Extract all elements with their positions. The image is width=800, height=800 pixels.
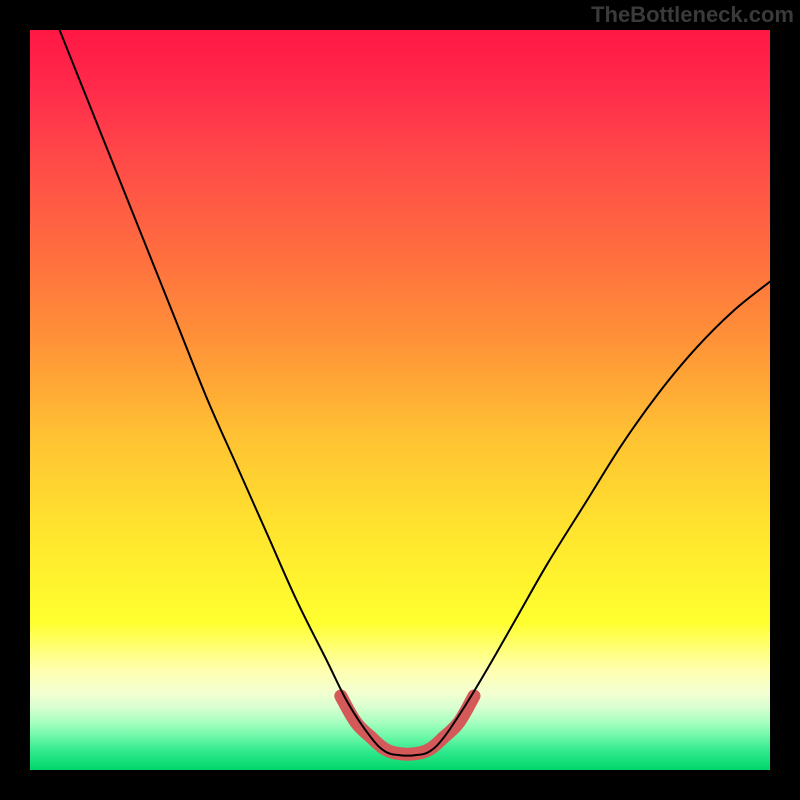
chart-container: TheBottleneck.com [0,0,800,800]
plot-background [30,30,770,770]
watermark-label: TheBottleneck.com [0,0,800,28]
plot-svg [0,0,800,800]
